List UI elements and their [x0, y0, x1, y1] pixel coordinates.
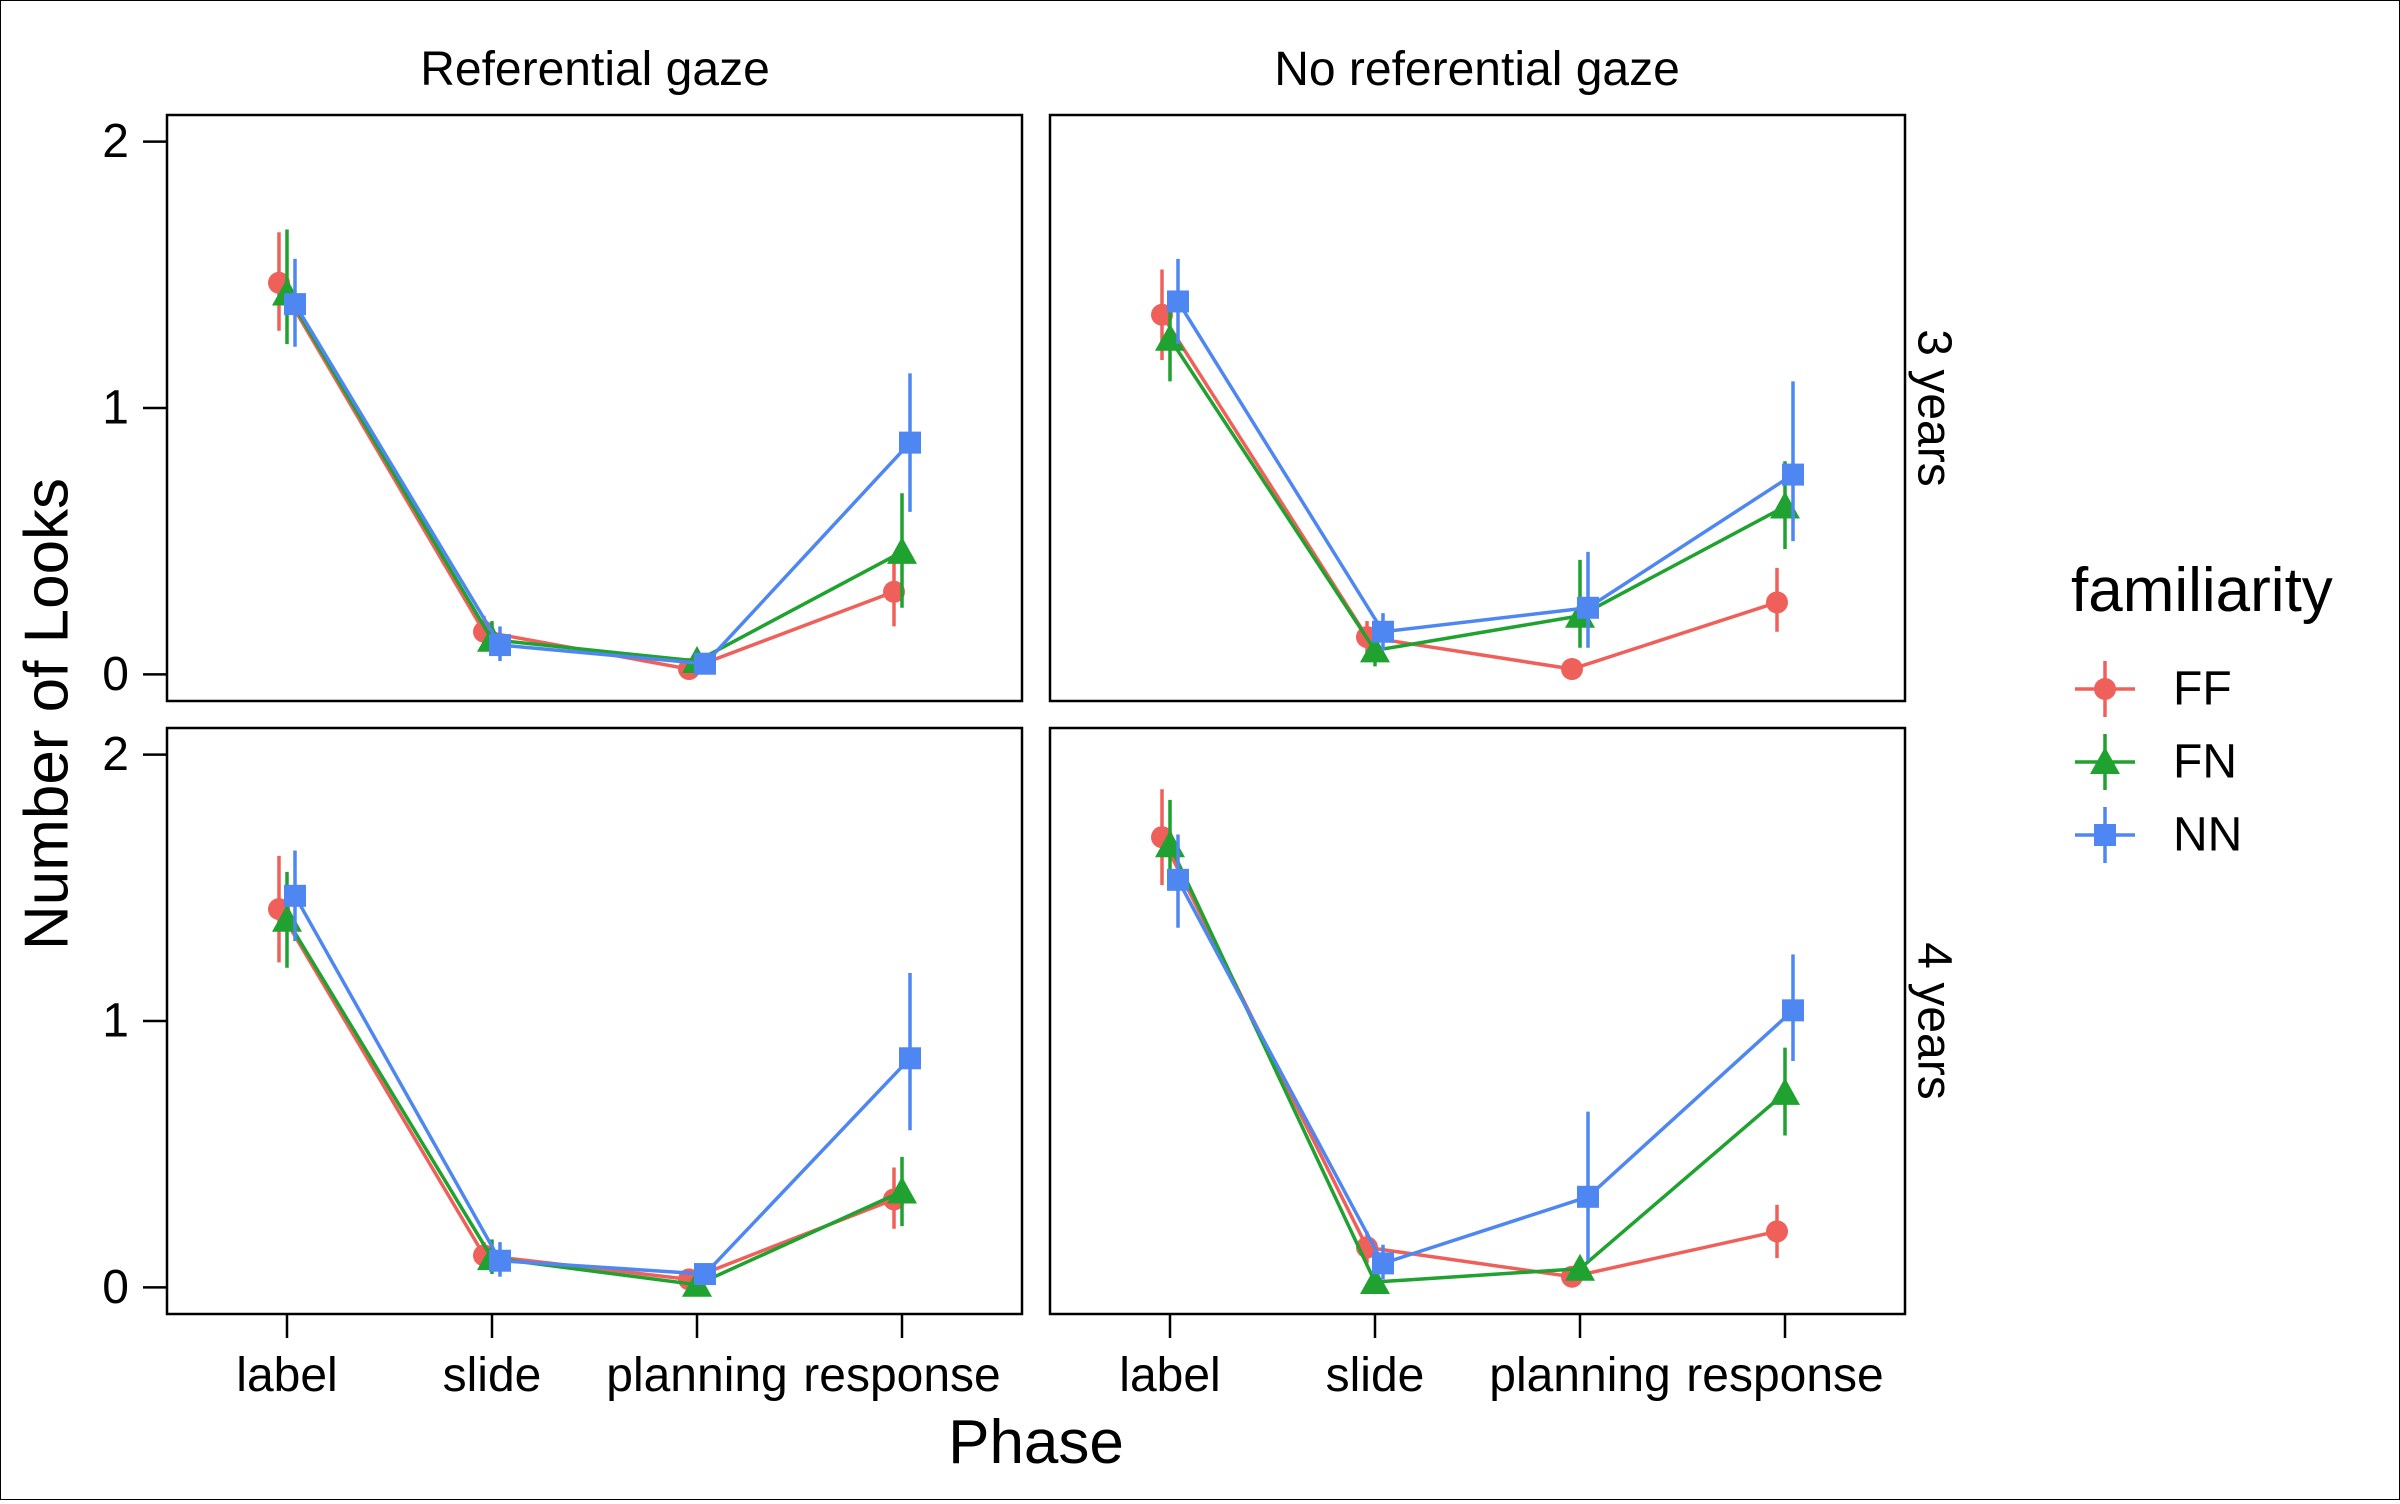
data-point	[1167, 868, 1189, 891]
data-point	[899, 431, 921, 454]
legend-label: FN	[2173, 736, 2237, 789]
series-nn	[1167, 258, 1804, 651]
panel-frame	[165, 113, 1024, 703]
legend-key-marker	[2094, 824, 2116, 846]
data-point	[1577, 1185, 1599, 1208]
legend-label: FF	[2173, 663, 2232, 716]
data-point	[694, 1263, 716, 1286]
series-line	[1176, 879, 1795, 1266]
data-point	[1782, 463, 1804, 486]
series-line	[1176, 300, 1794, 634]
series-line	[285, 292, 903, 663]
x-tick-label: slide	[443, 1349, 542, 1402]
legend: familiarity FF FN NN	[2071, 556, 2333, 863]
data-point	[284, 884, 306, 907]
data-point	[1372, 1252, 1394, 1275]
x-tick-label: label	[1119, 1349, 1220, 1402]
series-nn	[284, 850, 921, 1286]
y-tick-label: 0	[102, 1261, 129, 1314]
series-line	[1168, 337, 1786, 653]
panel-no-referential-gaze-3-years	[1048, 113, 1907, 703]
series-line	[1160, 313, 1778, 671]
data-point	[284, 293, 306, 316]
y-tick-label: 2	[102, 115, 129, 168]
data-point	[1372, 620, 1394, 643]
data-point	[694, 652, 716, 675]
data-point	[1770, 1077, 1800, 1105]
y-tick-label: 1	[102, 995, 129, 1048]
panel-frame	[165, 726, 1024, 1316]
data-point	[489, 634, 511, 657]
data-point	[1360, 635, 1390, 663]
legend-entries: FF FN NN	[2075, 661, 2242, 863]
data-point	[1766, 1220, 1788, 1243]
data-point	[883, 580, 905, 603]
panel-referential-gaze-4-years: 0 1 2 label slide planning response	[102, 726, 1024, 1402]
data-point	[899, 1047, 921, 1070]
facet-title-no-referential-gaze: No referential gaze	[1274, 43, 1680, 96]
x-tick-label: label	[236, 1349, 337, 1402]
series-nn	[284, 258, 921, 675]
legend-title: familiarity	[2071, 556, 2333, 625]
facet-title-3-years: 3 years	[1907, 329, 1960, 486]
facet-title-referential-gaze: Referential gaze	[420, 43, 770, 96]
facet-panels: 0 1 2 0 1 2 label slide planning response label sli…	[102, 113, 1907, 1402]
legend-entry-nn: NN	[2075, 807, 2242, 863]
legend-label: NN	[2173, 809, 2242, 862]
panel-frame	[1048, 113, 1907, 703]
legend-key-marker	[2094, 678, 2116, 700]
data-point	[887, 536, 917, 564]
data-point	[1167, 290, 1189, 313]
series-line	[293, 303, 912, 666]
data-point	[1577, 596, 1599, 619]
series-line	[293, 894, 912, 1276]
series-fn	[1155, 293, 1800, 667]
x-tick-label: planning	[1489, 1349, 1671, 1402]
data-point	[1766, 591, 1788, 614]
x-tick-label: response	[1686, 1349, 1883, 1402]
series-nn	[1167, 834, 1804, 1280]
y-axis-title: Number of Looks	[12, 478, 81, 950]
facet-title-4-years: 4 years	[1907, 942, 1960, 1099]
data-point	[1561, 658, 1583, 681]
x-axis-title: Phase	[948, 1408, 1124, 1477]
y-tick-label: 0	[102, 648, 129, 701]
x-tick-label: slide	[1326, 1349, 1425, 1402]
series-line	[1168, 844, 1787, 1284]
data-point	[887, 1176, 917, 1204]
legend-entry-ff: FF	[2075, 661, 2232, 717]
data-point	[489, 1249, 511, 1272]
data-point	[1782, 999, 1804, 1022]
legend-key-marker	[2090, 747, 2120, 774]
y-tick-label: 2	[102, 728, 129, 781]
legend-entry-fn: FN	[2075, 734, 2237, 790]
series-line	[285, 918, 903, 1287]
data-point	[1565, 1253, 1595, 1281]
panel-no-referential-gaze-4-years: label slide planning response	[1048, 726, 1907, 1402]
panel-frame	[1048, 726, 1907, 1316]
y-tick-label: 1	[102, 382, 129, 435]
panel-referential-gaze-3-years: 0 1 2	[102, 113, 1024, 703]
x-tick-label: response	[803, 1349, 1000, 1402]
x-tick-label: planning	[606, 1349, 788, 1402]
data-point	[1360, 1267, 1390, 1295]
